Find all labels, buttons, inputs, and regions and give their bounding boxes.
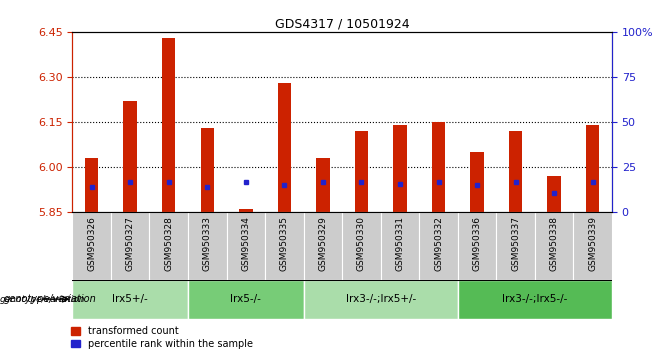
FancyBboxPatch shape xyxy=(188,212,226,280)
Text: GSM950339: GSM950339 xyxy=(588,216,597,271)
FancyBboxPatch shape xyxy=(419,212,458,280)
FancyBboxPatch shape xyxy=(381,212,419,280)
Text: GSM950331: GSM950331 xyxy=(395,216,405,271)
FancyBboxPatch shape xyxy=(72,280,188,319)
FancyBboxPatch shape xyxy=(265,212,303,280)
FancyBboxPatch shape xyxy=(458,280,612,319)
Text: GSM950329: GSM950329 xyxy=(318,216,328,271)
Text: GSM950332: GSM950332 xyxy=(434,216,443,271)
FancyBboxPatch shape xyxy=(72,212,111,280)
Bar xyxy=(85,158,99,212)
FancyBboxPatch shape xyxy=(303,280,458,319)
Text: GSM950326: GSM950326 xyxy=(87,216,96,271)
FancyBboxPatch shape xyxy=(458,212,496,280)
Bar xyxy=(201,128,214,212)
Bar xyxy=(586,125,599,212)
FancyBboxPatch shape xyxy=(535,212,573,280)
Bar xyxy=(432,122,445,212)
Text: GSM950335: GSM950335 xyxy=(280,216,289,271)
FancyBboxPatch shape xyxy=(496,212,535,280)
FancyBboxPatch shape xyxy=(226,212,265,280)
Text: GSM950337: GSM950337 xyxy=(511,216,520,271)
Title: GDS4317 / 10501924: GDS4317 / 10501924 xyxy=(275,18,409,31)
Bar xyxy=(393,125,407,212)
Text: genotype/variation: genotype/variation xyxy=(3,294,96,304)
FancyBboxPatch shape xyxy=(149,212,188,280)
Bar xyxy=(278,83,291,212)
Text: GSM950338: GSM950338 xyxy=(549,216,559,271)
Bar xyxy=(470,152,484,212)
FancyBboxPatch shape xyxy=(111,212,149,280)
Text: GSM950333: GSM950333 xyxy=(203,216,212,271)
Bar xyxy=(355,131,368,212)
Bar xyxy=(239,210,253,212)
Text: lrx3-/-;lrx5+/-: lrx3-/-;lrx5+/- xyxy=(345,294,416,304)
FancyBboxPatch shape xyxy=(303,212,342,280)
Text: lrx3-/-;lrx5-/-: lrx3-/-;lrx5-/- xyxy=(502,294,568,304)
FancyBboxPatch shape xyxy=(188,280,303,319)
Text: GSM950328: GSM950328 xyxy=(164,216,173,271)
Text: GSM950336: GSM950336 xyxy=(472,216,482,271)
FancyBboxPatch shape xyxy=(573,212,612,280)
Text: lrx5-/-: lrx5-/- xyxy=(230,294,261,304)
FancyBboxPatch shape xyxy=(342,212,381,280)
Bar xyxy=(509,131,522,212)
Text: genotype/variation: genotype/variation xyxy=(0,295,86,304)
Bar xyxy=(316,158,330,212)
Bar xyxy=(547,176,561,212)
Text: GSM950334: GSM950334 xyxy=(241,216,250,271)
Legend: transformed count, percentile rank within the sample: transformed count, percentile rank withi… xyxy=(70,326,253,349)
Text: lrx5+/-: lrx5+/- xyxy=(113,294,148,304)
Text: GSM950327: GSM950327 xyxy=(126,216,135,271)
Bar xyxy=(124,101,137,212)
Bar xyxy=(162,38,176,212)
Text: GSM950330: GSM950330 xyxy=(357,216,366,271)
